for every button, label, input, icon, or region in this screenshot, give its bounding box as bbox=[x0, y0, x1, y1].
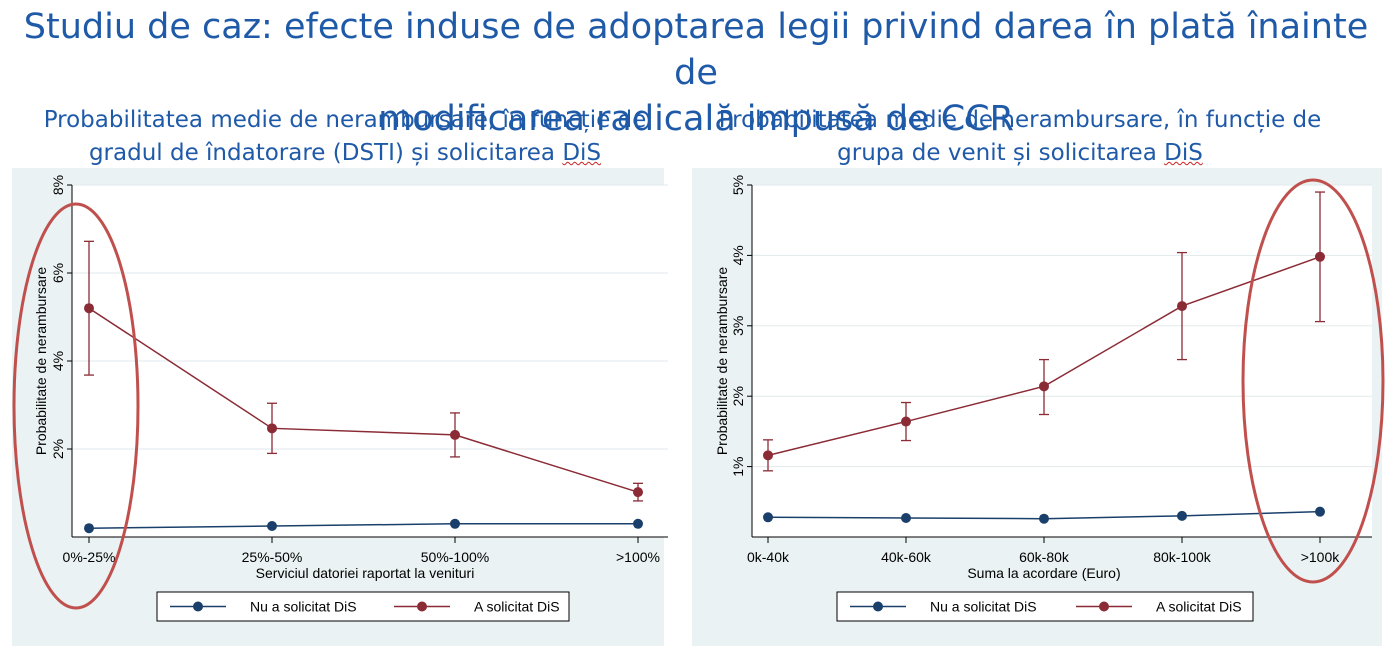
left-subtitle-line-2-text: gradul de îndatorare (DSTI) și solicitar… bbox=[88, 140, 563, 166]
slide-title-line-1: Studiu de caz: efecte induse de adoptare… bbox=[23, 7, 1369, 93]
right-x-tick-label: 60k-80k bbox=[1019, 549, 1070, 565]
right-y-axis-title: Probabilitate de nerambursare bbox=[714, 267, 730, 456]
left-chart: 2% 4% 6% 8% 0%-25% 25%-50% 50%-100% >100% Servic… bbox=[12, 175, 668, 622]
right-plot-area bbox=[752, 185, 1372, 537]
left-data-point-a bbox=[450, 429, 460, 440]
right-subtitle-line-1: Probabilitatea medie de nerambursare, în… bbox=[718, 107, 1322, 133]
right-y-tick-label: 1% bbox=[730, 456, 746, 476]
right-x-tick-label: 80k-100k bbox=[1153, 549, 1212, 565]
left-y-tick-label: 4% bbox=[50, 351, 66, 371]
right-subtitle-line-2-text: grupa de venit și solicitarea bbox=[837, 140, 1165, 166]
left-data-point-nu bbox=[267, 521, 277, 531]
left-subtitle-line-2: gradul de îndatorare (DSTI) și solicitar… bbox=[25, 137, 665, 170]
right-chart: 1% 2% 3% 4% 5% 0k-40k 40k-60k 60k-80k 80k-100k >1… bbox=[714, 175, 1385, 622]
right-data-point-nu bbox=[901, 512, 911, 523]
right-chart-subtitle: Probabilitatea medie de nerambursare, în… bbox=[700, 104, 1340, 170]
right-data-point-nu bbox=[1177, 510, 1187, 521]
left-data-point-a bbox=[84, 303, 94, 314]
left-legend-label: Nu a solicitat DiS bbox=[250, 599, 357, 615]
left-data-point-a bbox=[633, 487, 643, 498]
left-data-point-a bbox=[267, 423, 277, 434]
right-data-point-nu bbox=[763, 512, 773, 523]
left-subtitle-dis-word: DiS bbox=[562, 140, 602, 166]
left-legend-swatch-marker bbox=[417, 601, 427, 612]
right-data-point-a bbox=[763, 450, 773, 461]
right-subtitle-dis-word: DiS bbox=[1164, 140, 1203, 166]
left-chart-subtitle: Probabilitatea medie de nerambursare, în… bbox=[25, 104, 665, 170]
slide-title-line-2: modificarea radicală impusă de CCR bbox=[378, 99, 1014, 139]
right-legend-label: A solicitat DiS bbox=[1156, 599, 1242, 615]
left-series-line-nu bbox=[88, 523, 638, 529]
left-x-tick-label: >100% bbox=[616, 549, 660, 565]
right-x-tick-label: 0k-40k bbox=[747, 549, 790, 565]
right-legend-swatch-marker bbox=[873, 601, 883, 612]
right-data-point-nu bbox=[1039, 513, 1049, 524]
slide-title: Studiu de caz: efecte induse de adoptare… bbox=[0, 4, 1392, 142]
left-legend-swatch-marker bbox=[193, 601, 203, 612]
left-subtitle-line-1: Probabilitatea medie de nerambursare, în… bbox=[43, 107, 647, 133]
left-y-axis-title: Probabilitate de nerambursare bbox=[33, 267, 49, 456]
right-legend-box bbox=[836, 591, 1254, 622]
right-y-tick-label: 2% bbox=[730, 386, 746, 406]
left-highlight-ellipse bbox=[12, 202, 140, 610]
left-x-tick-label: 0%-25% bbox=[63, 549, 116, 565]
left-y-tick-label: 8% bbox=[50, 175, 66, 195]
right-data-point-a bbox=[1039, 381, 1049, 392]
left-y-tick-label: 6% bbox=[50, 263, 66, 283]
right-data-point-a bbox=[1315, 251, 1325, 262]
right-data-point-nu bbox=[1315, 506, 1325, 517]
right-x-axis-title: Suma la acordare (Euro) bbox=[967, 565, 1120, 581]
right-data-point-a bbox=[901, 416, 911, 427]
right-highlight-ellipse bbox=[1241, 178, 1385, 584]
left-x-tick-label: 25%-50% bbox=[242, 549, 303, 565]
left-x-tick-label: 50%-100% bbox=[421, 549, 490, 565]
right-x-tick-label: 40k-60k bbox=[881, 549, 932, 565]
right-y-tick-label: 3% bbox=[730, 316, 746, 336]
left-y-tick-label: 2% bbox=[50, 439, 66, 459]
right-data-point-a bbox=[1177, 301, 1187, 312]
right-y-tick-label: 4% bbox=[730, 245, 746, 265]
left-legend-label: A solicitat DiS bbox=[474, 599, 560, 615]
right-subtitle-line-2: grupa de venit și solicitarea DiS bbox=[700, 137, 1340, 170]
left-x-axis-title: Serviciul datoriei raportat la venituri bbox=[256, 565, 475, 581]
left-data-point-nu bbox=[450, 518, 460, 529]
left-data-point-nu bbox=[633, 518, 643, 529]
left-series-line-a bbox=[88, 307, 639, 493]
left-data-point-nu bbox=[84, 523, 94, 534]
right-legend-label: Nu a solicitat DiS bbox=[930, 599, 1037, 615]
right-legend-swatch-marker bbox=[1099, 601, 1109, 612]
right-y-tick-label: 5% bbox=[730, 175, 746, 195]
right-x-tick-label: >100k bbox=[1301, 549, 1341, 565]
